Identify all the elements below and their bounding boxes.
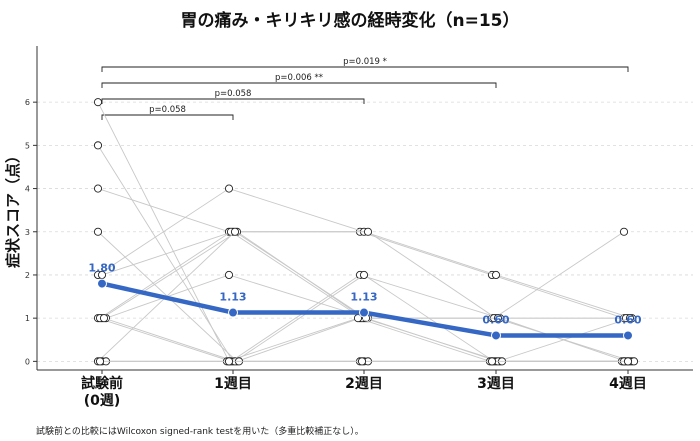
mean-value-label: 1.80 bbox=[88, 262, 115, 275]
x-tick-label: 4週目 bbox=[609, 376, 647, 392]
subject-line bbox=[102, 317, 634, 362]
y-axis-label: 症状スコア（点） bbox=[4, 148, 22, 268]
x-tick-label: 2週目 bbox=[345, 376, 383, 392]
mean-value-label: 0.60 bbox=[482, 313, 509, 326]
y-tick-label: 6 bbox=[25, 98, 30, 107]
p-value-label: p=0.058 bbox=[215, 89, 252, 99]
subject-point bbox=[99, 314, 109, 323]
y-tick-label: 3 bbox=[25, 228, 30, 237]
subject-point bbox=[224, 270, 234, 280]
subject-point bbox=[619, 227, 629, 236]
y-tick-label: 5 bbox=[25, 141, 30, 150]
subject-lines bbox=[93, 98, 639, 366]
axes bbox=[33, 46, 693, 374]
tick-labels: 0 1 2 3 4 5 6 試験前(0週) 1週目 2週目 3週目 4週目 症状スコア（点） bbox=[4, 98, 647, 409]
mean-value-label: 0.60 bbox=[614, 313, 641, 326]
mean-point bbox=[623, 330, 633, 341]
y-tick-label: 2 bbox=[25, 271, 30, 280]
y-tick-label: 1 bbox=[25, 314, 30, 323]
subject-point bbox=[491, 270, 501, 280]
footnote: 試験前との比較にはWilcoxon signed-rank testを用いた（多… bbox=[36, 427, 364, 437]
subject-point bbox=[224, 184, 234, 193]
subject-point bbox=[625, 314, 635, 323]
subject-point bbox=[357, 357, 367, 366]
subject-point bbox=[493, 314, 503, 323]
significance-brackets: p=0.058 p=0.058 p=0.006 ** p=0.019 * bbox=[101, 57, 629, 120]
subject-point bbox=[487, 357, 497, 366]
subject-point bbox=[230, 227, 240, 236]
subject-point bbox=[93, 227, 103, 236]
significance-bracket bbox=[101, 82, 497, 88]
mean-point bbox=[228, 307, 238, 318]
p-value-label: p=0.058 bbox=[149, 105, 186, 115]
subject-point bbox=[224, 357, 234, 366]
x-tick-label: (0週) bbox=[84, 393, 121, 409]
subject-point bbox=[93, 98, 103, 107]
subject-point bbox=[93, 141, 103, 150]
x-tick-label: 1週目 bbox=[214, 376, 252, 392]
mean-value-label: 1.13 bbox=[350, 291, 377, 304]
subject-point bbox=[359, 270, 369, 280]
mean-point bbox=[97, 278, 107, 289]
subject-point bbox=[97, 270, 107, 280]
mean-series: 1.80 1.13 1.13 0.60 0.60 bbox=[88, 262, 642, 341]
subject-point bbox=[363, 227, 373, 236]
subject-point bbox=[93, 184, 103, 193]
significance-bracket bbox=[101, 114, 234, 120]
significance-bracket bbox=[101, 66, 629, 72]
chart-title: 胃の痛み・キリキリ感の経時変化（n=15） bbox=[180, 11, 520, 31]
x-tick-label: 試験前 bbox=[81, 375, 123, 392]
p-value-label: p=0.006 ** bbox=[275, 73, 323, 83]
significance-bracket bbox=[101, 98, 365, 104]
subject-line bbox=[97, 145, 628, 362]
mean-point bbox=[359, 307, 369, 318]
y-tick-label: 0 bbox=[25, 357, 30, 366]
mean-value-label: 1.13 bbox=[219, 291, 246, 304]
y-tick-label: 4 bbox=[25, 185, 30, 194]
p-value-label: p=0.019 * bbox=[343, 57, 387, 67]
subject-point bbox=[623, 357, 633, 366]
x-tick-label: 3週目 bbox=[477, 376, 515, 392]
mean-point bbox=[491, 330, 501, 341]
subject-point bbox=[95, 357, 105, 366]
